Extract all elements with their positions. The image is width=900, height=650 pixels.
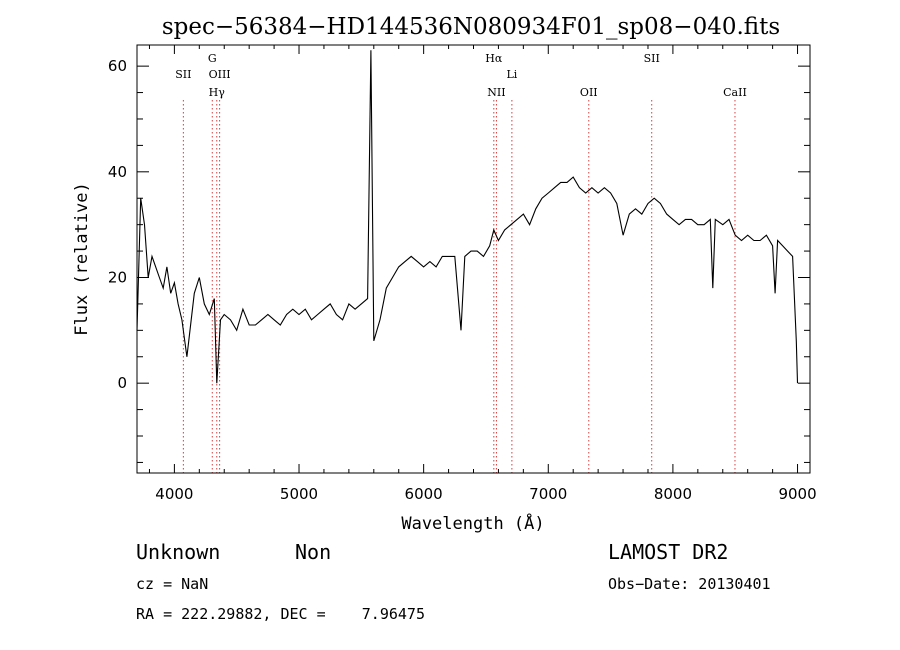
obs-date-text: Obs−Date: 20130401 [608, 575, 771, 593]
line-marker-label-3: Hγ [209, 86, 226, 99]
x-axis-label: Wavelength (Å) [401, 512, 544, 534]
survey-label: LAMOST DR2 [608, 540, 729, 564]
line-marker-label-7: OII [580, 86, 598, 99]
plot-frame [136, 44, 811, 474]
x-tick-label-2: 6000 [405, 485, 443, 503]
line-marker-label-8: SII [644, 52, 660, 65]
x-tick-label-0: 4000 [155, 485, 193, 503]
axis-ticks: 4000 5000 6000 7000 8000 9000 0 20 40 60 [108, 45, 817, 503]
line-marker-label-6: NII [487, 86, 505, 99]
y-tick-label-1: 20 [108, 268, 127, 286]
line-marker-label-2: OIII [209, 68, 231, 81]
line-marker-label-4: Hα [485, 52, 503, 65]
x-tick-label-5: 9000 [778, 485, 816, 503]
chart-title: spec−56384−HD144536N080934F01_sp08−040.f… [162, 14, 780, 40]
x-tick-label-4: 8000 [654, 485, 692, 503]
redshift-text: cz = NaN [136, 575, 209, 593]
y-tick-label-3: 60 [108, 57, 127, 75]
y-axis-label: Flux (relative) [72, 182, 92, 336]
line-marker-label-9: CaII [723, 86, 747, 99]
x-tick-label-1: 5000 [280, 485, 318, 503]
line-marker-label-5: Li [506, 68, 517, 81]
y-tick-label-0: 0 [117, 374, 127, 392]
x-tick-label-3: 7000 [529, 485, 567, 503]
spectrum-line [136, 50, 799, 384]
class-label: Unknown [136, 540, 221, 564]
y-tick-label-2: 40 [108, 163, 127, 181]
subclass-label: Non [295, 540, 332, 564]
coordinates-text: RA = 222.29882, DEC = 7.96475 [136, 605, 425, 623]
line-marker-label-0: SII [175, 68, 191, 81]
line-marker-label-1: G [208, 52, 217, 65]
